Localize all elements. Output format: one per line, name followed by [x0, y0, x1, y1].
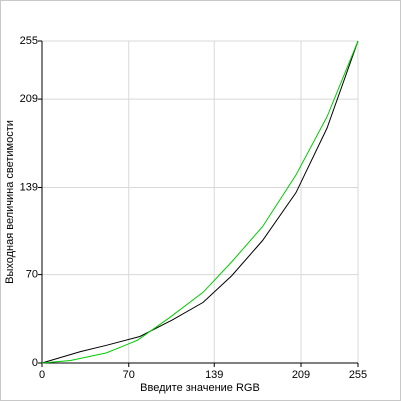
line-series — [41, 40, 359, 364]
x-axis-label: Введите значение RGB — [140, 382, 260, 394]
y-tick-label: 255 — [20, 35, 38, 47]
x-tick-label: 70 — [123, 369, 135, 381]
x-tick-label: 139 — [205, 369, 223, 381]
x-tick-label: 0 — [39, 369, 45, 381]
y-axis-label: Выходная величина светимости — [4, 120, 16, 284]
y-tick-label: 209 — [20, 93, 38, 105]
x-tick-label: 255 — [349, 369, 367, 381]
y-tick-label: 70 — [26, 269, 38, 281]
y-tick-label: 139 — [20, 181, 38, 193]
y-tick-label: 0 — [32, 357, 38, 369]
line-series — [41, 40, 359, 364]
x-tick-label: 209 — [292, 369, 310, 381]
